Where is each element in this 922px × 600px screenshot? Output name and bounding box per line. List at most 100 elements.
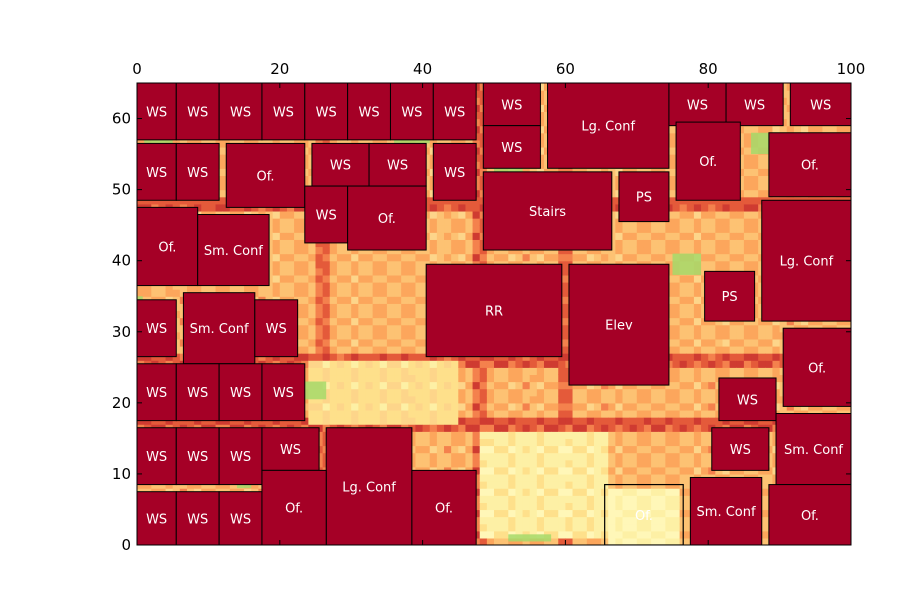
heat-cell — [308, 296, 317, 304]
heat-cell — [522, 388, 531, 397]
heat-cell — [322, 289, 331, 297]
heat-cell — [494, 488, 502, 496]
heat-cell — [294, 210, 302, 219]
heat-cell — [672, 516, 681, 525]
heat-cell — [494, 523, 502, 532]
heat-cell — [329, 282, 338, 290]
heat-cell — [358, 303, 367, 312]
heat-cell — [665, 225, 674, 233]
heat-cell — [601, 445, 609, 454]
heat-cell — [272, 218, 281, 226]
heat-cell — [572, 537, 581, 545]
heat-cell — [529, 488, 538, 496]
heat-cell — [615, 516, 624, 525]
heat-cell — [329, 338, 338, 347]
heat-cell — [672, 537, 681, 545]
heat-cell — [308, 246, 317, 255]
heat-cell — [465, 424, 474, 432]
heat-cell — [486, 495, 495, 503]
heat-cell — [651, 537, 659, 545]
heat-cell — [472, 360, 481, 368]
heat-cell — [479, 417, 488, 425]
heat-cell — [508, 523, 517, 532]
heat-cell — [394, 310, 402, 319]
heat-cell — [436, 438, 445, 447]
heat-cell — [344, 388, 352, 397]
heat-cell — [565, 473, 574, 482]
heat-cell — [515, 516, 524, 525]
heat-cell — [643, 452, 652, 461]
heat-cell — [458, 388, 467, 397]
heat-cell — [643, 395, 652, 404]
heat-cell — [465, 388, 474, 397]
heat-cell — [586, 395, 595, 404]
heat-cell — [379, 367, 388, 376]
heat-cell — [408, 260, 417, 269]
heat-cell — [301, 310, 309, 319]
heat-cell — [415, 424, 424, 432]
heat-cell — [458, 445, 467, 454]
heat-cell — [651, 239, 659, 248]
heat-cell — [429, 225, 438, 233]
heat-cell — [436, 459, 445, 468]
heat-cell — [501, 445, 509, 454]
heat-cell — [508, 473, 517, 482]
heat-cell — [501, 488, 509, 496]
heat-cell — [279, 246, 288, 255]
heat-cell — [522, 537, 531, 545]
heat-cell — [672, 495, 681, 503]
heat-cell — [586, 445, 595, 454]
heat-cell — [286, 274, 295, 283]
heat-cell — [522, 445, 531, 454]
heat-cell — [486, 374, 495, 383]
heat-cell — [672, 388, 681, 397]
heat-cell — [629, 246, 638, 255]
heat-cell — [651, 488, 659, 496]
heat-cell — [643, 488, 652, 496]
heat-cell — [572, 417, 581, 425]
heat-cell — [394, 402, 402, 411]
heat-cell — [336, 374, 345, 383]
heat-cell — [486, 402, 495, 411]
heat-cell — [286, 282, 295, 290]
heat-cell — [572, 473, 581, 482]
heat-cell — [329, 303, 338, 312]
heat-cell — [658, 424, 666, 432]
heat-cell — [301, 274, 309, 283]
heat-cell — [494, 367, 502, 376]
heat-cell — [643, 459, 652, 468]
heat-cell — [465, 203, 474, 212]
heat-cell — [515, 466, 524, 475]
heat-cell — [593, 409, 602, 418]
heat-cell — [365, 253, 374, 262]
heat-cell — [322, 381, 331, 390]
heat-cell — [565, 417, 574, 425]
heat-cell — [486, 473, 495, 482]
heat-cell — [286, 210, 295, 219]
heat-cell — [408, 274, 417, 283]
heat-cell — [593, 537, 602, 545]
heat-cell — [451, 218, 459, 226]
heat-cell — [608, 502, 616, 511]
heat-cell — [601, 253, 609, 262]
heat-cell — [344, 345, 352, 354]
heat-cell — [444, 381, 452, 390]
heat-cell — [522, 402, 531, 411]
heat-cell — [315, 303, 324, 312]
heat-cell — [436, 417, 445, 425]
heat-cell — [551, 452, 559, 461]
heat-cell — [422, 452, 431, 461]
heat-cell — [394, 282, 402, 290]
heat-cell — [422, 253, 431, 262]
heat-cell — [608, 402, 616, 411]
heat-cell — [522, 409, 531, 418]
heat-cell — [465, 210, 474, 219]
heat-cell — [415, 260, 424, 269]
heat-cell — [636, 495, 645, 503]
heat-cell — [643, 466, 652, 475]
heat-cell — [629, 445, 638, 454]
heat-cell — [515, 452, 524, 461]
heat-cell — [665, 516, 674, 525]
heat-cell — [608, 253, 616, 262]
heat-cell — [622, 530, 631, 539]
